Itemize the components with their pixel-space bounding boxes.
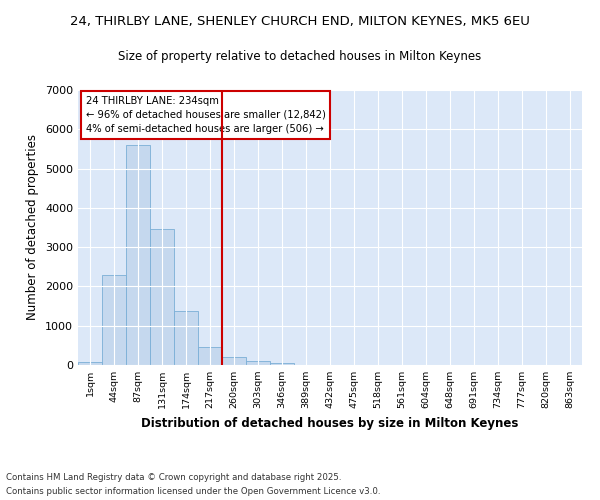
Bar	[270, 363, 294, 365]
Bar	[78, 362, 102, 365]
Text: Contains HM Land Registry data © Crown copyright and database right 2025.: Contains HM Land Registry data © Crown c…	[6, 472, 341, 482]
Text: Contains public sector information licensed under the Open Government Licence v3: Contains public sector information licen…	[6, 488, 380, 496]
Bar	[102, 274, 126, 365]
Bar	[222, 357, 246, 365]
Text: 24 THIRLBY LANE: 234sqm
← 96% of detached houses are smaller (12,842)
4% of semi: 24 THIRLBY LANE: 234sqm ← 96% of detache…	[86, 96, 325, 134]
Y-axis label: Number of detached properties: Number of detached properties	[26, 134, 40, 320]
Bar	[198, 346, 222, 365]
Bar	[126, 145, 150, 365]
Text: Size of property relative to detached houses in Milton Keynes: Size of property relative to detached ho…	[118, 50, 482, 63]
Text: 24, THIRLBY LANE, SHENLEY CHURCH END, MILTON KEYNES, MK5 6EU: 24, THIRLBY LANE, SHENLEY CHURCH END, MI…	[70, 15, 530, 28]
Bar	[150, 230, 174, 365]
Bar	[174, 311, 198, 365]
Bar	[246, 360, 270, 365]
X-axis label: Distribution of detached houses by size in Milton Keynes: Distribution of detached houses by size …	[142, 416, 518, 430]
